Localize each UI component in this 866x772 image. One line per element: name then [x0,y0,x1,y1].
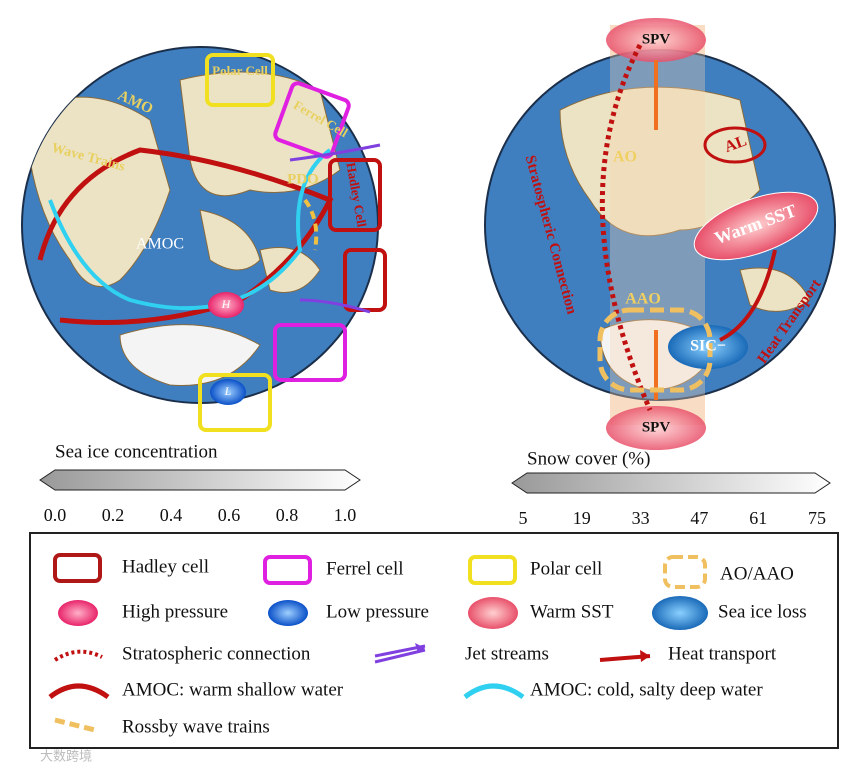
colorbar [511,472,831,494]
legend-label: AMOC: cold, salty deep water [530,679,763,700]
colorbar-tick-label: 0.8 [276,505,299,525]
legend-label: High pressure [122,601,228,622]
legend-label: Heat transport [668,643,777,664]
legend-label: Stratospheric connection [122,643,311,664]
high-label: H [221,297,232,311]
colorbar-tick-label: 0.0 [44,505,67,525]
legend-label: Jet streams [465,643,549,664]
legend-label: Ferrel cell [326,558,404,579]
colorbar-tick-label: 5 [519,508,528,528]
legend-label: Warm SST [530,601,614,622]
ao-label: AO [613,149,637,166]
sic-label: SIC− [690,338,726,355]
legend-label: AO/AAO [720,563,794,584]
spv-top-label: SPV [642,31,671,47]
aao-label: AAO [625,291,661,308]
low-label: L [224,384,232,398]
colorbar-tick-label: 0.4 [160,505,183,525]
colorbar-title: Snow cover (%) [527,448,650,469]
left-globe [21,46,387,432]
legend-label: AMOC: warm shallow water [122,679,344,700]
al-label: AL [722,132,749,156]
colorbar-title: Sea ice concentration [55,441,218,462]
polar-cell-label: Polar Cell [212,63,268,78]
colorbar-tick-label: 1.0 [334,505,357,525]
amoc-label: AMOC [136,236,184,253]
legend-label: Rossby wave trains [122,716,270,737]
spv-bottom-label: SPV [642,419,671,435]
colorbar-tick-label: 47 [690,508,708,528]
legend-label: Hadley cell [122,556,209,577]
legend: Hadley cell Ferrel cell Polar cell AO/AA… [29,532,839,749]
legend-label: Polar cell [530,558,602,579]
legend-label: Low pressure [326,601,429,622]
colorbar-tick-label: 75 [808,508,826,528]
watermark: 大数跨境 [40,750,92,765]
colorbar-tick-label: 0.2 [102,505,125,525]
colorbar-tick-label: 33 [632,508,650,528]
colorbar [39,469,361,491]
colorbar-tick-label: 0.6 [218,505,241,525]
pdo-label: PDO [287,171,319,187]
right-globe [484,18,836,450]
colorbar-tick-label: 19 [573,508,591,528]
legend-label: Sea ice loss [718,601,807,622]
colorbar-tick-label: 61 [749,508,767,528]
